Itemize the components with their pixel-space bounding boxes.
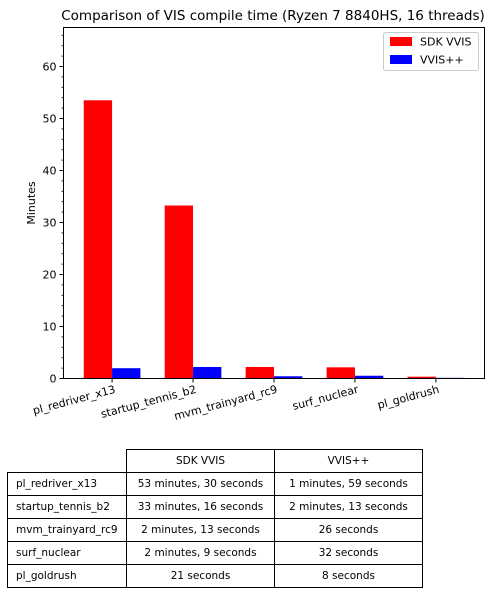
legend-swatch-sdk-vvis — [390, 37, 412, 46]
cell-sdk-vvis: 33 minutes, 16 seconds — [126, 495, 275, 519]
y-axis-label: Minutes — [25, 181, 38, 225]
cell-vvispp: 1 minutes, 59 seconds — [274, 472, 423, 496]
table-row: startup_tennis_b2 33 minutes, 16 seconds… — [7, 495, 423, 519]
cell-vvispp: 26 seconds — [274, 518, 423, 542]
legend: SDK VVIS VVIS++ — [383, 32, 479, 71]
row-label: pl_goldrush — [7, 564, 127, 588]
table-corner — [7, 449, 127, 473]
cell-sdk-vvis: 2 minutes, 13 seconds — [126, 518, 275, 542]
bar-chart: Comparison of VIS compile time (Ryzen 7 … — [25, 8, 485, 423]
bar-vvispp-surf_nuclear — [354, 375, 384, 379]
plot-frame — [63, 27, 485, 379]
bars — [83, 100, 465, 379]
table-header-row: SDK VVIS VVIS++ — [7, 449, 423, 473]
cell-vvispp: 32 seconds — [274, 541, 423, 565]
y-tick-label-50: 50 — [43, 113, 57, 126]
column-header-vvispp: VVIS++ — [274, 449, 423, 473]
bar-sdk-vvis-pl_redriver_x13 — [83, 100, 113, 379]
bar-sdk-vvis-startup_tennis_b2 — [164, 205, 194, 379]
cell-sdk-vvis: 21 seconds — [126, 564, 275, 588]
bar-sdk-vvis-mvm_trainyard_rc9 — [245, 366, 274, 379]
bar-vvispp-startup_tennis_b2 — [193, 366, 222, 379]
x-tick-labels: pl_redriver_x13startup_tennis_b2mvm_trai… — [31, 378, 441, 423]
row-label: mvm_trainyard_rc9 — [7, 518, 127, 542]
cell-sdk-vvis: 53 minutes, 30 seconds — [126, 472, 275, 496]
table-row: pl_goldrush 21 seconds 8 seconds — [7, 564, 423, 588]
y-tick-label-20: 20 — [43, 269, 57, 282]
y-tick-label-0: 0 — [50, 373, 57, 386]
row-label: pl_redriver_x13 — [7, 472, 127, 496]
data-table: SDK VVIS VVIS++ pl_redriver_x13 53 minut… — [7, 449, 423, 588]
y-tick-label-60: 60 — [43, 61, 57, 74]
legend-label-sdk-vvis: SDK VVIS — [420, 36, 471, 49]
row-label: surf_nuclear — [7, 541, 127, 565]
bar-vvispp-pl_redriver_x13 — [112, 368, 141, 379]
axis-ticks: 0 10 20 30 40 50 60 — [43, 34, 64, 386]
y-tick-label-10: 10 — [43, 321, 57, 334]
table-row: surf_nuclear 2 minutes, 9 seconds 32 sec… — [7, 541, 423, 565]
legend-swatch-vvispp — [390, 55, 412, 64]
table-row: mvm_trainyard_rc9 2 minutes, 13 seconds … — [7, 518, 423, 542]
x-tick-label-surf_nuclear: surf_nuclear — [291, 383, 360, 413]
cell-vvispp: 2 minutes, 13 seconds — [274, 495, 423, 519]
row-label: startup_tennis_b2 — [7, 495, 127, 519]
column-header-sdk-vvis: SDK VVIS — [126, 449, 275, 473]
cell-sdk-vvis: 2 minutes, 9 seconds — [126, 541, 275, 565]
y-tick-label-40: 40 — [43, 165, 57, 178]
bar-sdk-vvis-surf_nuclear — [326, 367, 355, 379]
bar-sdk-vvis-pl_goldrush — [407, 376, 436, 379]
chart-title: Comparison of VIS compile time (Ryzen 7 … — [61, 8, 485, 24]
cell-vvispp: 8 seconds — [274, 564, 423, 588]
y-tick-label-30: 30 — [43, 217, 57, 230]
x-tick-label-pl_goldrush: pl_goldrush — [376, 383, 441, 412]
table-row: pl_redriver_x13 53 minutes, 30 seconds 1… — [7, 472, 423, 496]
legend-label-vvispp: VVIS++ — [420, 54, 464, 67]
bar-vvispp-mvm_trainyard_rc9 — [274, 376, 303, 379]
